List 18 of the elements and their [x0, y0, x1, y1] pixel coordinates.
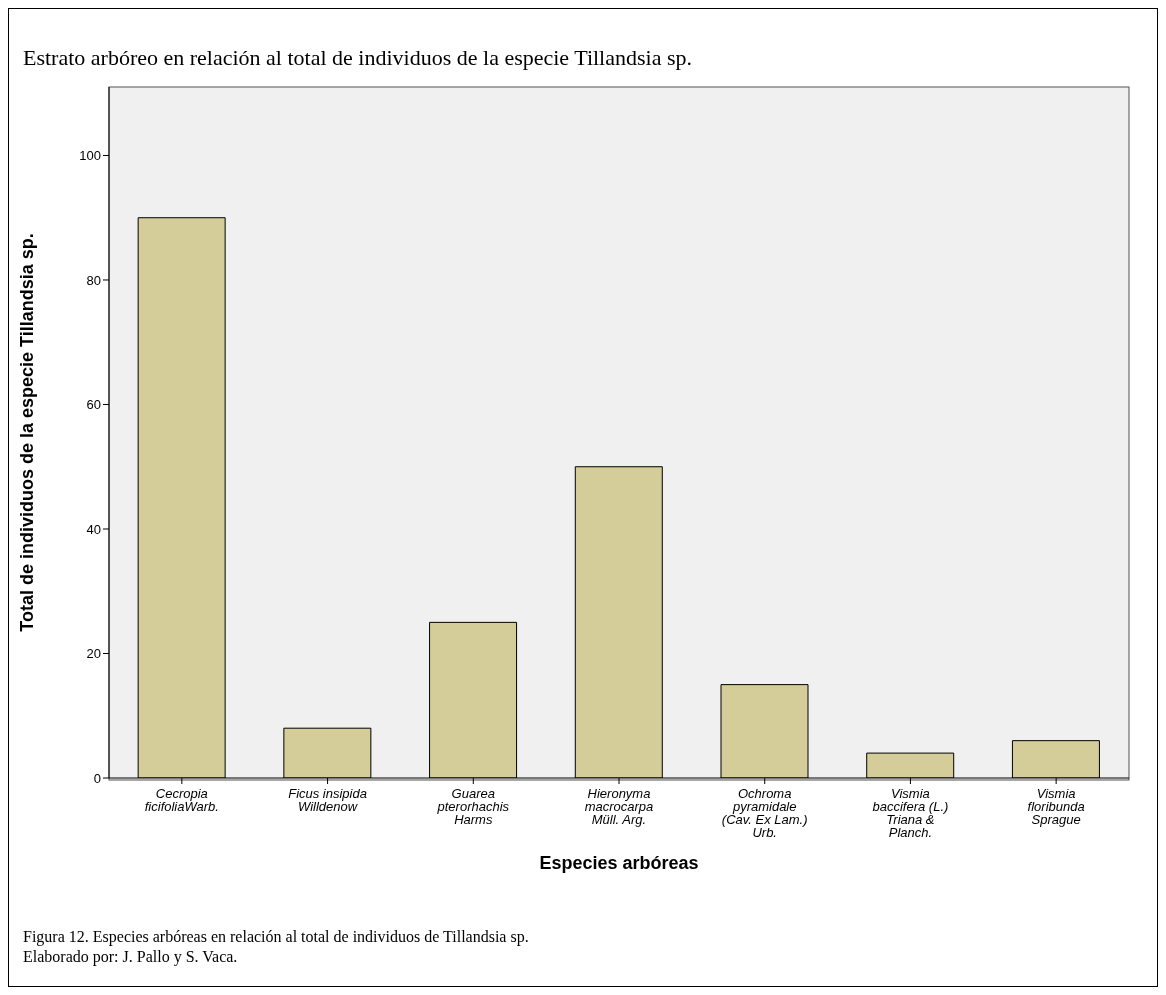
y-tick-label: 0	[93, 770, 101, 786]
text: Elaborado por: J. Pallo y S. Vaca.	[23, 947, 239, 967]
y-axis-title: Total de individuos de la especie Tillandsia sp.	[17, 233, 38, 632]
x-axis-title: Especies arbóreas	[539, 853, 699, 873]
y-tick-label: 20	[86, 646, 101, 662]
y-tick-label: 80	[86, 272, 101, 288]
x-tick-label: Cecropia ficifoliaWarb.	[144, 786, 219, 814]
x-tick-label: Guarea pterorhachis Harms	[436, 786, 510, 827]
x-tick-label: Ficus insipida Willdenow	[288, 786, 367, 814]
y-tick-label: 40	[86, 521, 101, 537]
y-tick-label: 60	[86, 397, 101, 413]
text: Figura 12. Especies arbóreas en relación al total de individuos de Tillandsia sp.	[23, 927, 529, 947]
chart-title: Estrato arbóreo en relación al total de individuos de la especie Tillandsia sp.	[23, 45, 692, 71]
y-tick-label: 100	[79, 148, 101, 164]
x-tick-label: Vismia floribunda Sprague	[1027, 786, 1085, 827]
x-tick-label: Vismia baccifera (L.) Triana & Planch.	[872, 786, 949, 840]
x-tick-label: Ochroma pyramidale (Cav. Ex Lam.) Urb.	[721, 786, 808, 840]
x-tick-label: Hieronyma macrocarpa Müll. Arg.	[584, 786, 654, 827]
